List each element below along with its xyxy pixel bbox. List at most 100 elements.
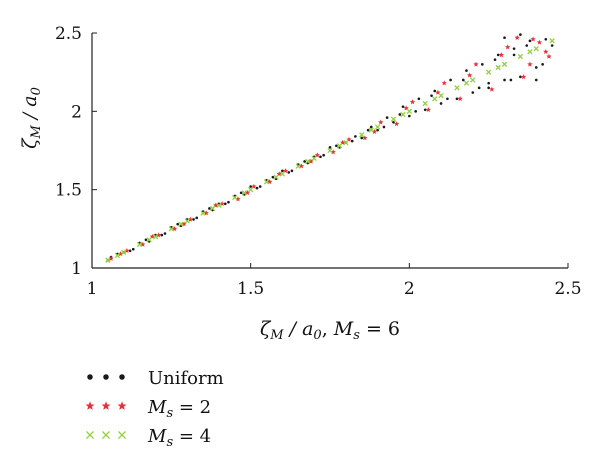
data-point	[385, 116, 389, 119]
data-point	[330, 149, 336, 155]
data-point	[486, 69, 492, 75]
data-point	[505, 44, 511, 50]
data-point	[392, 120, 395, 124]
legend-marker	[101, 401, 111, 410]
data-point	[495, 64, 501, 71]
data-point	[184, 218, 190, 224]
data-point	[369, 125, 373, 129]
data-point	[248, 187, 254, 193]
data-point	[232, 194, 238, 201]
y-axis-label: ζM / a0	[19, 87, 44, 149]
data-point	[493, 58, 497, 61]
data-point	[514, 34, 520, 40]
data-point	[550, 44, 554, 47]
data-point	[533, 46, 539, 52]
legend-marker	[117, 430, 127, 440]
data-point	[335, 144, 338, 148]
data-point	[124, 247, 130, 254]
data-point	[208, 207, 211, 210]
legend-marker	[87, 374, 93, 380]
data-point	[409, 99, 416, 105]
data-point	[376, 128, 379, 132]
data-point	[368, 127, 374, 133]
data-point	[216, 202, 222, 208]
data-point	[487, 86, 490, 90]
data-point	[209, 205, 216, 212]
data-point	[195, 216, 199, 220]
data-point	[481, 63, 484, 66]
data-point	[487, 81, 490, 85]
data-point	[465, 69, 468, 72]
axes	[91, 33, 568, 269]
data-point	[520, 74, 527, 80]
data-point	[519, 75, 522, 79]
data-point	[144, 238, 148, 242]
data-point	[255, 186, 259, 190]
series-1	[108, 34, 552, 261]
y-axis-label-text: ζM / a0	[19, 87, 44, 149]
data-point	[382, 125, 386, 129]
data-point	[527, 61, 533, 67]
data-point	[108, 255, 114, 261]
data-point	[512, 47, 516, 50]
data-point	[371, 128, 378, 134]
data-point	[519, 33, 522, 36]
data-point	[446, 97, 449, 101]
data-point	[463, 80, 470, 86]
data-point	[360, 136, 364, 140]
data-point	[393, 121, 400, 127]
data-point	[241, 190, 247, 196]
data-point	[457, 96, 463, 102]
data-point	[473, 61, 479, 67]
series-0	[106, 33, 554, 262]
data-point	[227, 200, 230, 204]
data-points	[105, 33, 555, 263]
legend-item: Ms = 4	[85, 426, 211, 450]
data-point	[163, 232, 167, 235]
data-point	[327, 147, 333, 154]
legend-marker	[85, 430, 95, 440]
data-point	[263, 179, 270, 185]
data-point	[359, 132, 365, 138]
x-axis-label: ζM / a0, Ms = 6	[260, 318, 400, 343]
y-tick-label: 1	[71, 259, 82, 279]
data-point	[530, 36, 536, 42]
ticks: 1 1.5 2 2.5 1 1.5 2 2.5	[55, 24, 582, 299]
data-point	[336, 143, 343, 149]
data-point	[509, 78, 513, 82]
data-point	[295, 163, 301, 169]
data-point	[378, 119, 384, 125]
data-point	[105, 257, 111, 263]
data-point	[477, 86, 481, 90]
data-point	[249, 185, 252, 188]
data-point	[536, 39, 543, 45]
data-point	[271, 175, 275, 179]
data-point	[362, 135, 368, 141]
data-point	[525, 44, 529, 47]
data-point	[287, 171, 291, 174]
data-point	[422, 100, 428, 107]
data-point	[155, 232, 162, 238]
data-point	[527, 49, 533, 55]
x-tick-label: 1.5	[237, 279, 264, 299]
data-point	[114, 252, 121, 259]
legend-label: Ms = 2	[147, 397, 211, 421]
data-point	[406, 108, 412, 114]
data-point	[305, 158, 311, 165]
data-point	[430, 94, 433, 97]
data-point	[549, 38, 555, 44]
data-point	[319, 155, 322, 159]
series-2	[105, 38, 555, 263]
data-point	[414, 110, 417, 113]
data-point	[160, 233, 164, 237]
data-point	[496, 53, 500, 57]
data-point	[131, 247, 135, 251]
data-point	[128, 249, 132, 253]
legend-marker	[103, 374, 109, 380]
data-point	[279, 171, 286, 177]
data-point	[439, 102, 443, 105]
data-point	[408, 114, 411, 118]
data-point	[498, 52, 505, 58]
